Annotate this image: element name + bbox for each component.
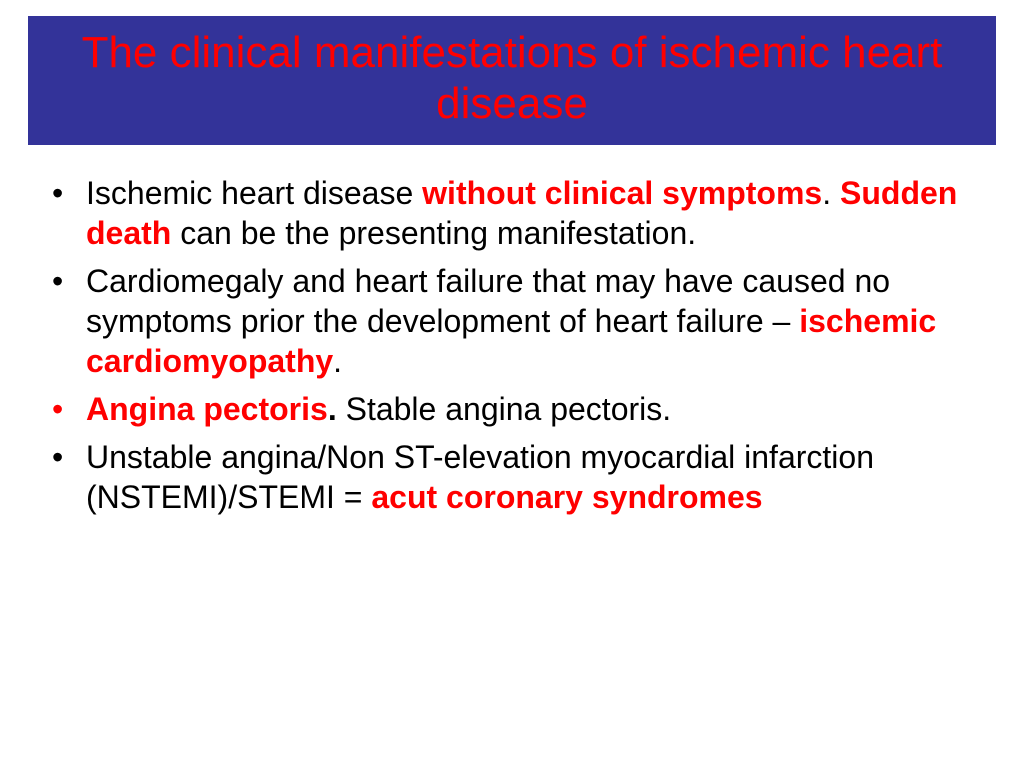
bullet-item: Unstable angina/Non ST-elevation myocard… bbox=[86, 437, 996, 517]
bullet-list: Ischemic heart disease without clinical … bbox=[28, 173, 996, 517]
text-run: Ischemic heart disease bbox=[86, 175, 422, 211]
text-run: Cardiomegaly and heart failure that may … bbox=[86, 263, 890, 339]
bullet-item: Cardiomegaly and heart failure that may … bbox=[86, 261, 996, 381]
text-run: . bbox=[333, 343, 342, 379]
bullet-item: Angina pectoris. Stable angina pectoris. bbox=[86, 389, 996, 429]
text-run: . bbox=[328, 391, 337, 427]
text-run: Stable angina pectoris. bbox=[337, 391, 671, 427]
title-block: The clinical manifestations of ischemic … bbox=[28, 16, 996, 145]
text-run: acut coronary syndromes bbox=[371, 479, 762, 515]
slide: The clinical manifestations of ischemic … bbox=[0, 0, 1024, 768]
bullet-item: Ischemic heart disease without clinical … bbox=[86, 173, 996, 253]
text-run: without clinical symptoms bbox=[422, 175, 822, 211]
slide-title: The clinical manifestations of ischemic … bbox=[48, 28, 976, 129]
text-run: Angina pectoris bbox=[86, 391, 328, 427]
text-run: . bbox=[822, 175, 840, 211]
text-run: can be the presenting manifestation. bbox=[171, 215, 696, 251]
